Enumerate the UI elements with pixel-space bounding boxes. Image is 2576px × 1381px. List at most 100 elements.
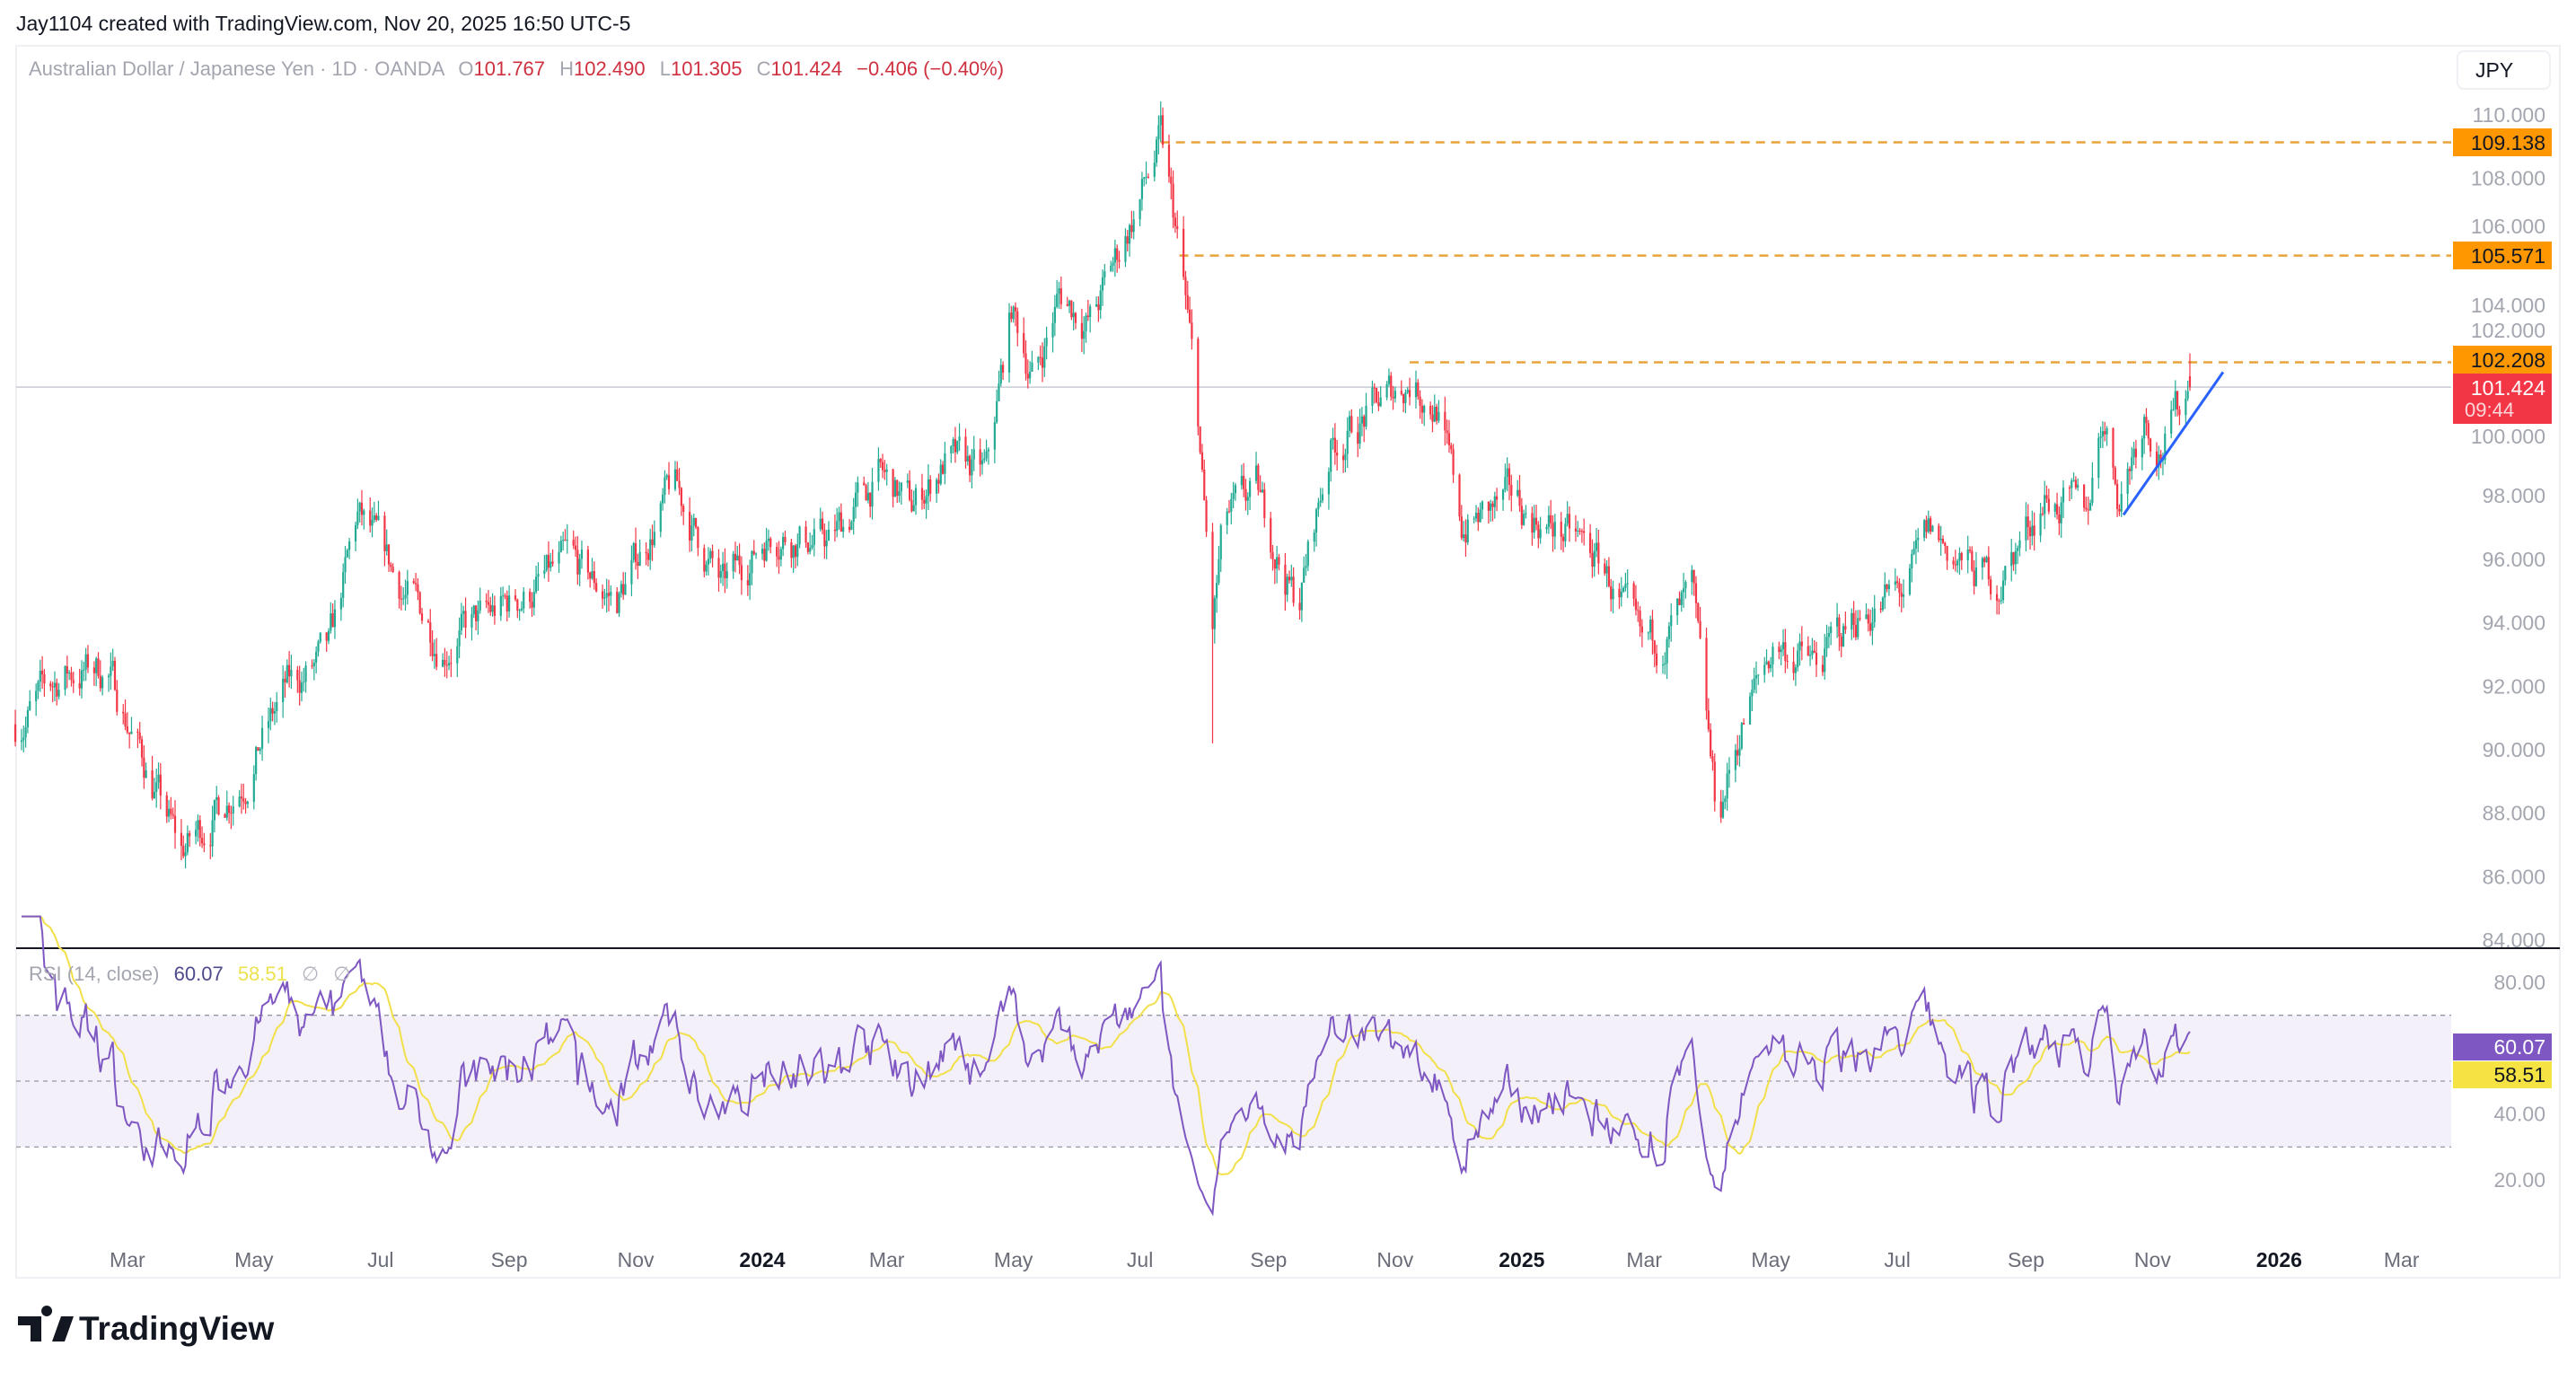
time-tick-label: Nov	[2134, 1248, 2171, 1271]
candle-body	[1234, 485, 1237, 494]
candle-body	[2044, 495, 2046, 515]
candle-body	[2172, 409, 2175, 410]
candle-body	[499, 595, 502, 616]
candle-body	[1987, 557, 1990, 580]
candle-body	[1419, 396, 1421, 406]
candle-body	[1960, 552, 1963, 560]
candle-body	[122, 711, 125, 714]
candle-body	[1974, 567, 1978, 586]
candle-body	[1757, 674, 1760, 676]
candle-body	[80, 670, 84, 689]
candle-body	[958, 436, 961, 442]
candle-body	[260, 727, 264, 749]
candle-body	[1358, 423, 1361, 444]
candle-body	[1023, 332, 1025, 354]
svg-text:Australian Dollar / Japanese Y: Australian Dollar / Japanese Yen · 1D · …	[29, 57, 1004, 80]
candle-body	[1640, 626, 1643, 633]
candle-body	[925, 496, 928, 504]
candle-body	[84, 654, 87, 670]
time-tick-label: Sep	[1250, 1248, 1287, 1271]
candle-body	[276, 701, 278, 711]
candle-body	[1678, 598, 1681, 605]
candle-body	[1182, 228, 1185, 277]
candle-body	[2039, 513, 2042, 536]
candle-body	[659, 503, 662, 532]
candle-body	[1605, 566, 1608, 574]
candle-body	[491, 605, 494, 612]
candle-body	[200, 838, 204, 844]
candle-body	[271, 708, 274, 714]
tradingview-logo[interactable]: TradingView	[18, 1306, 274, 1347]
candle-body	[836, 521, 839, 532]
time-axis[interactable]: Mar May Jul Sep Nov 2024 Mar May Jul Sep Nov 2025 Ma…	[110, 1248, 2420, 1271]
candle-body	[1140, 179, 1144, 199]
symbol-legend: Australian Dollar / Japanese Yen · 1D · …	[29, 57, 1004, 80]
trendline[interactable]	[2122, 371, 2225, 516]
candle-body	[1466, 519, 1469, 543]
candle-body	[605, 593, 608, 598]
currency-button[interactable]: JPY	[2457, 50, 2551, 90]
candle-body	[2070, 480, 2073, 488]
candle-body	[811, 544, 813, 549]
chart-frame	[15, 45, 2561, 1279]
candle-body	[1973, 570, 1975, 586]
candle-body	[760, 549, 764, 554]
candle-body	[1807, 646, 1809, 656]
candle-body	[171, 814, 174, 816]
candle-body	[1292, 576, 1295, 603]
candle-body	[1086, 315, 1089, 318]
candle-body	[705, 564, 708, 572]
candle-body	[195, 830, 198, 837]
candle-body	[429, 622, 432, 643]
symbol-name: Australian Dollar / Japanese Yen · 1D · …	[29, 57, 445, 80]
candle-body	[145, 770, 147, 778]
candle-body	[2188, 376, 2192, 388]
candle-body	[506, 595, 508, 611]
candle-body	[1147, 176, 1149, 178]
candle-body	[1205, 500, 1208, 532]
candle-body	[1271, 551, 1274, 559]
candle-body	[969, 455, 971, 476]
candle-body	[746, 580, 749, 585]
candle-body	[198, 820, 201, 839]
candle-body	[203, 843, 206, 846]
candle-body	[1612, 588, 1614, 600]
candle-body	[983, 458, 986, 461]
candle-body	[2017, 548, 2019, 551]
bar-countdown: 09:44	[2465, 399, 2514, 421]
candle-body	[914, 488, 918, 506]
candle-body	[1444, 411, 1446, 431]
candle-body	[1781, 642, 1785, 650]
candle-body	[1794, 667, 1797, 673]
candle-body	[1317, 502, 1320, 510]
candle-body	[1305, 566, 1307, 568]
candle-body	[1743, 723, 1745, 725]
candle-body	[912, 505, 915, 512]
candle-body	[622, 584, 625, 595]
candle-body	[1813, 650, 1816, 653]
level-badge-text: 102.208	[2471, 348, 2545, 372]
horizontal-levels[interactable]	[1160, 141, 2451, 364]
candle-body	[531, 602, 533, 608]
candle-body	[110, 666, 112, 676]
candle-body	[414, 583, 418, 585]
candle-body	[1083, 330, 1086, 339]
candle-body	[2132, 448, 2135, 458]
candle-body	[489, 604, 492, 612]
candle-body	[1591, 552, 1594, 567]
candle-body	[865, 485, 867, 501]
candle-body	[782, 536, 785, 550]
candle-body	[558, 551, 560, 564]
time-tick-label: Jul	[1884, 1248, 1910, 1271]
candle-body	[1632, 583, 1635, 599]
candle-body	[1068, 300, 1071, 306]
candle-body	[70, 673, 73, 681]
candle-body	[242, 798, 245, 802]
candle-body	[51, 686, 54, 688]
candle-body	[1931, 525, 1934, 532]
candle-body	[487, 602, 490, 605]
candle-body	[56, 682, 58, 697]
candle-body	[1721, 802, 1725, 818]
